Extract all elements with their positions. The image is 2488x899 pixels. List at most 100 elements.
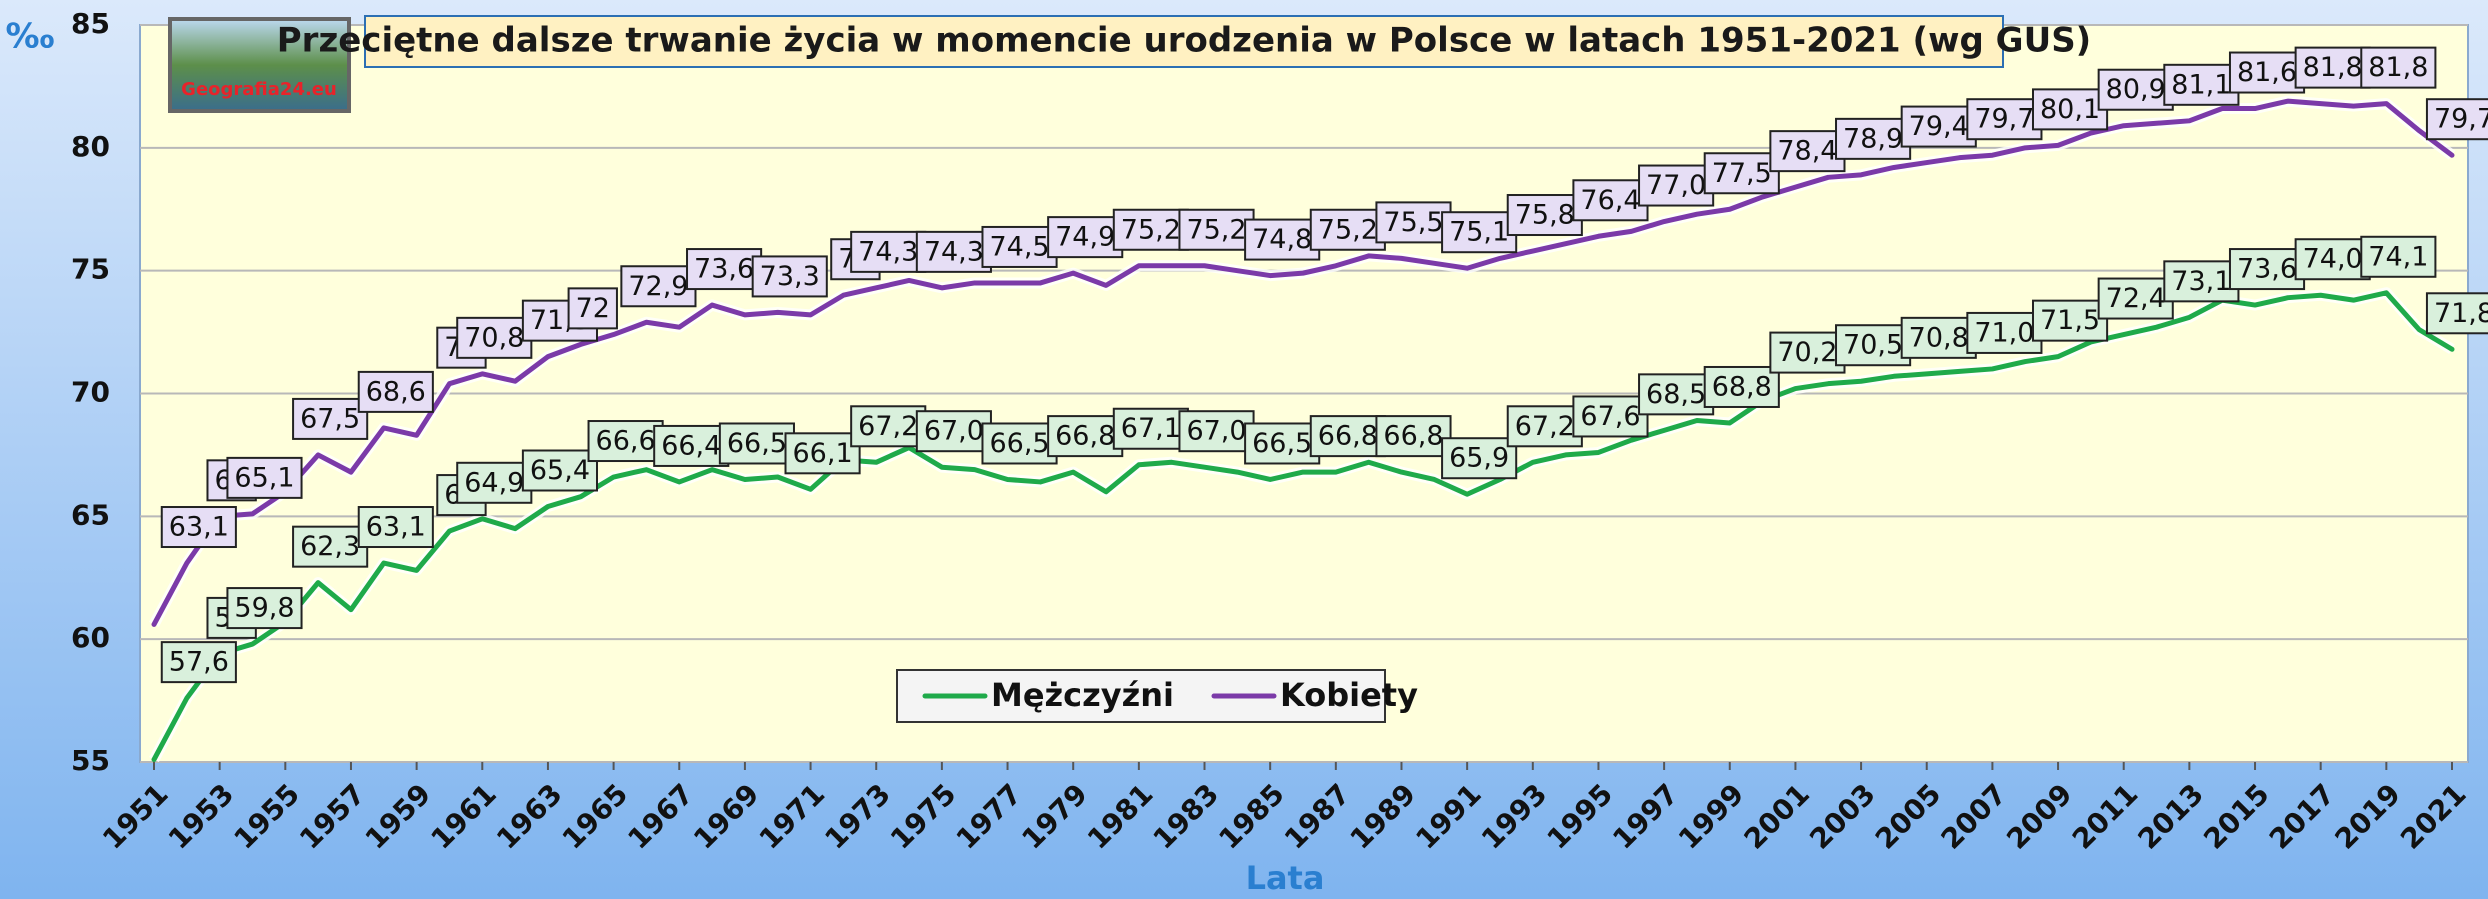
value-label: 70,8 [1909, 322, 1969, 353]
value-label-box [456, 316, 533, 359]
value-label-box [160, 506, 237, 549]
value-label-box [1572, 395, 1649, 438]
value-label: 64,9 [464, 467, 524, 498]
value-label: 66,8 [1383, 421, 1443, 452]
logo-box [168, 17, 351, 113]
title-box [364, 15, 2004, 68]
value-label-box [751, 255, 828, 298]
value-label-box [567, 287, 618, 330]
value-label: 66,5 [727, 428, 787, 459]
value-label: 68,8 [1712, 371, 1772, 402]
value-label: 75,5 [1383, 207, 1443, 238]
value-label: 75,2 [1121, 214, 1181, 245]
value-label: 77,0 [1646, 170, 1706, 201]
value-label-box [2163, 260, 2240, 303]
value-label: 73,1 [2171, 266, 2231, 297]
value-label-box [2360, 235, 2437, 278]
value-label: 72 [576, 293, 610, 324]
value-label-box [2360, 46, 2437, 89]
value-label: 73,6 [2237, 254, 2297, 285]
value-label-box [1966, 311, 2043, 354]
value-label-box [850, 230, 927, 273]
value-label: 76,4 [1580, 185, 1640, 216]
value-label: 73,3 [760, 261, 820, 292]
value-label: 67,6 [1580, 401, 1640, 432]
value-label-box [1900, 316, 1977, 359]
value-label: 66,6 [596, 426, 656, 457]
value-label-box [620, 265, 697, 308]
value-label: 59,8 [234, 593, 294, 624]
value-label-box [1835, 117, 1912, 160]
value-label: 80,9 [2106, 74, 2166, 105]
value-label: 75,2 [1318, 214, 1378, 245]
value-label: 74,0 [2303, 244, 2363, 275]
value-label-box [1309, 208, 1386, 251]
y-tick-label: 80 [71, 130, 110, 163]
value-label-box [2425, 292, 2488, 335]
value-label: 67,5 [300, 403, 360, 434]
value-label-box [521, 449, 599, 492]
value-label: 79,7 [1974, 104, 2034, 135]
value-label: 74,5 [989, 231, 1049, 262]
value-label-box [2425, 98, 2488, 141]
value-label: 75,2 [1186, 214, 1246, 245]
value-label: 71,8 [2434, 298, 2488, 329]
value-label-box [2097, 68, 2174, 111]
value-label-box [456, 461, 533, 504]
value-label: 80,1 [2040, 94, 2100, 125]
value-label: 78,4 [1777, 136, 1837, 167]
value-label-box [981, 422, 1058, 465]
value-label: 79,4 [1909, 111, 1969, 142]
value-label: 72,9 [628, 271, 688, 302]
value-label-box [2031, 88, 2109, 131]
value-label: 66,5 [1252, 428, 1312, 459]
value-label: 67,0 [1186, 416, 1246, 447]
value-label-box [850, 405, 927, 448]
value-label: 71,5 [2040, 305, 2100, 336]
value-label-box [1047, 216, 1124, 259]
value-label-box [587, 420, 664, 463]
value-label-box [1309, 415, 1386, 458]
value-label: 81,8 [2368, 52, 2428, 83]
value-label-box [1441, 437, 1518, 480]
value-label-box [784, 432, 861, 475]
y-tick-label: 60 [71, 621, 110, 654]
value-label-box [1703, 365, 1780, 408]
y-tick-label: 65 [71, 498, 110, 531]
value-label: 78,9 [1843, 123, 1903, 154]
value-label-box [292, 397, 369, 440]
value-label-box [1703, 152, 1780, 195]
value-label: 74,3 [858, 236, 918, 267]
value-label-box [160, 641, 237, 684]
value-label-box [718, 422, 795, 465]
value-label-box [2294, 46, 2371, 89]
value-label-box [2031, 299, 2109, 342]
chart-title: Przeciętne dalsze trwanie życia w momenc… [277, 21, 2091, 61]
value-label-box [1506, 194, 1583, 237]
value-label: 81,8 [2303, 52, 2363, 83]
value-label-box [1112, 407, 1189, 450]
value-label-box [653, 424, 730, 467]
value-label-box [226, 587, 303, 630]
value-label: 66,4 [661, 430, 721, 461]
value-label: 77,5 [1712, 158, 1772, 189]
value-label-box [2228, 248, 2306, 291]
value-label-box [2294, 238, 2371, 281]
value-label-box [1900, 105, 1977, 148]
value-label: 63,1 [366, 512, 426, 543]
value-label: 70,2 [1777, 337, 1837, 368]
value-label: 67,1 [1121, 413, 1181, 444]
value-label: 68,5 [1646, 379, 1706, 410]
value-label: 57,6 [169, 647, 229, 678]
value-label-box [686, 248, 763, 291]
value-label: 71,0 [1974, 317, 2034, 348]
value-label-box [2228, 51, 2306, 94]
y-tick-label: 70 [71, 376, 110, 409]
y-tick-label: 75 [71, 253, 110, 286]
value-label: 63,1 [169, 512, 229, 543]
value-label: 65,1 [234, 462, 294, 493]
value-label: 66,8 [1318, 421, 1378, 452]
value-label: 65,9 [1449, 443, 1509, 474]
value-label: 68,6 [366, 376, 426, 407]
